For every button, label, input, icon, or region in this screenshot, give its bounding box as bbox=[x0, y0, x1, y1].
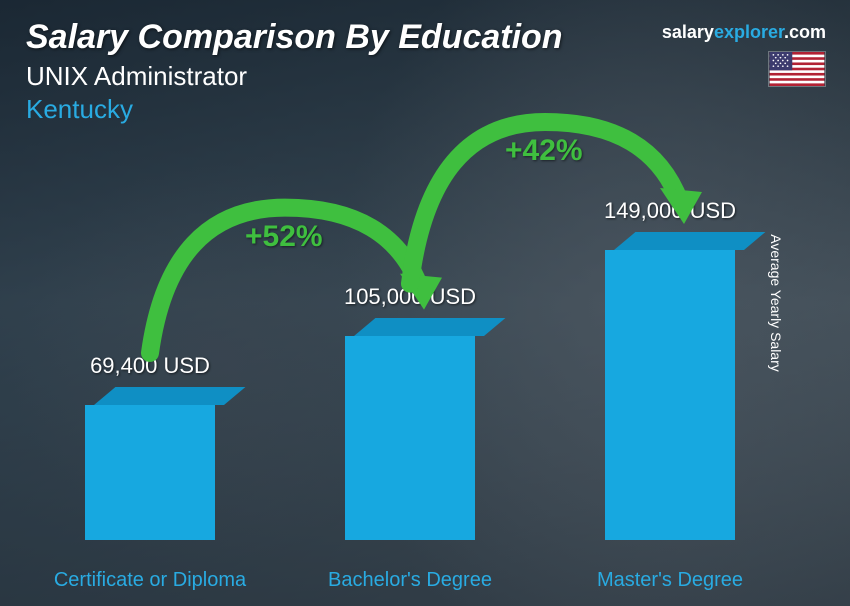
brand-text: salaryexplorer.com bbox=[662, 22, 826, 43]
brand-accent: explorer bbox=[714, 22, 784, 42]
location-label: Kentucky bbox=[26, 94, 830, 125]
flag-icon bbox=[768, 51, 826, 87]
brand-suffix: .com bbox=[784, 22, 826, 42]
increase-percent-label: +42% bbox=[505, 134, 583, 168]
brand-block: salaryexplorer.com bbox=[662, 22, 826, 87]
increase-arrow bbox=[40, 132, 790, 592]
chart-area: 69,400 USDCertificate or Diploma105,000 … bbox=[40, 132, 790, 592]
brand-prefix: salary bbox=[662, 22, 714, 42]
